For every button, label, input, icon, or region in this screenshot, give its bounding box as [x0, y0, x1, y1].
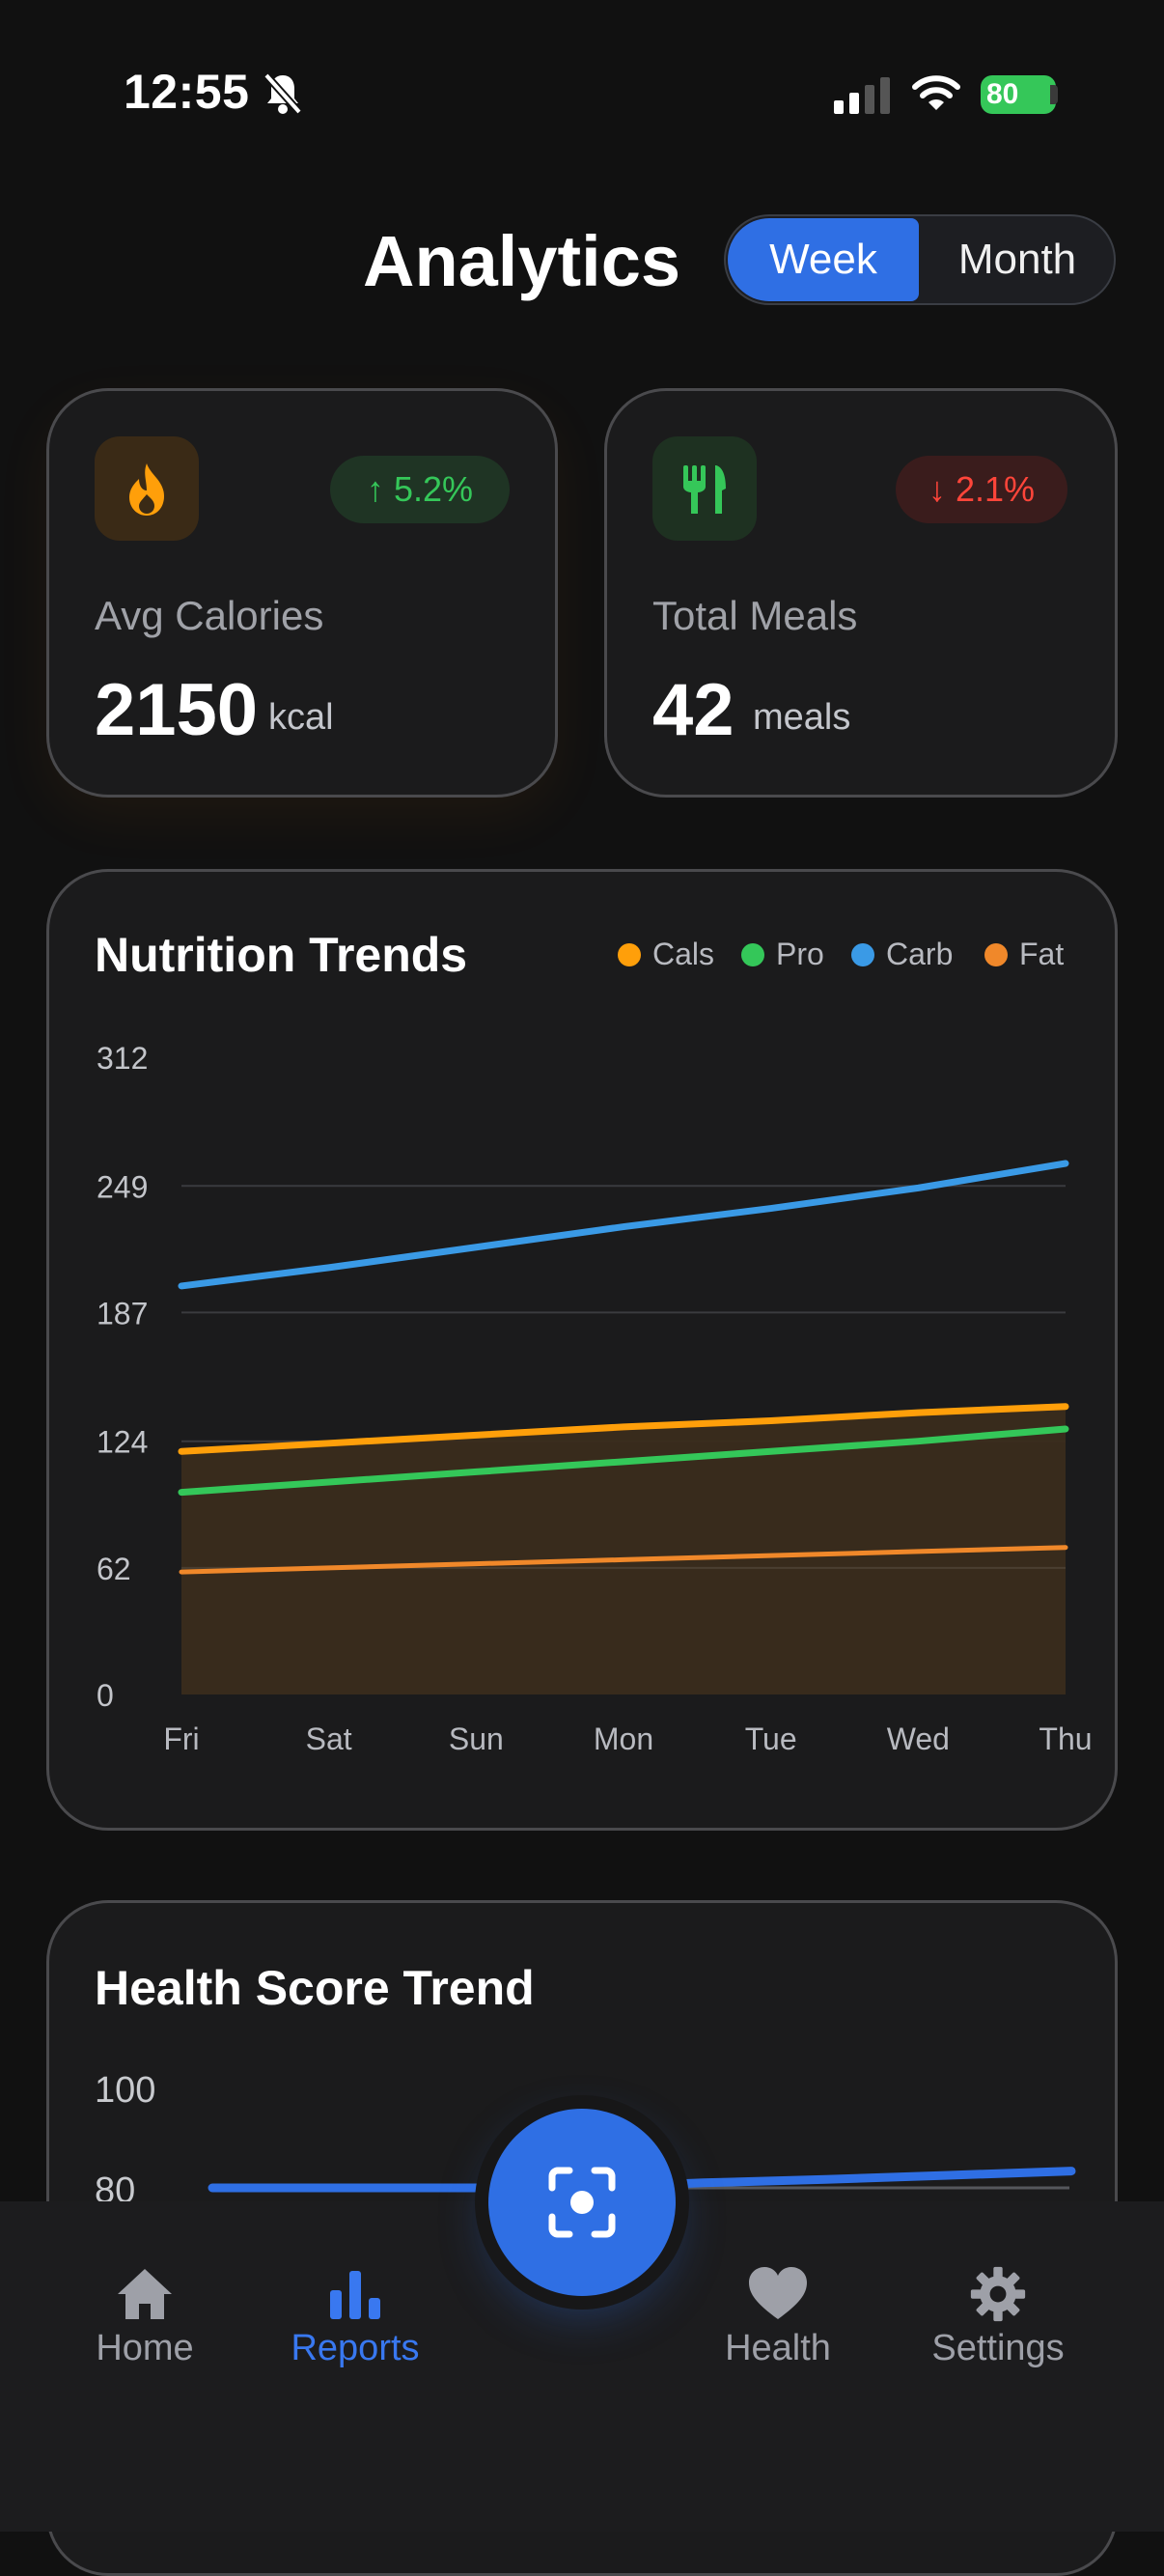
calories-trend-badge: ↑ 5.2%: [330, 456, 510, 523]
nav-settings[interactable]: Settings: [911, 2265, 1085, 2369]
avg-calories-unit: kcal: [268, 697, 334, 738]
nav-home[interactable]: Home: [68, 2265, 222, 2369]
series-line-carb: [178, 1160, 1069, 1290]
series-line-fat: [179, 1545, 1068, 1575]
health-tick-100: 100: [95, 2070, 156, 2111]
gear-icon: [970, 2266, 1026, 2322]
nav-health-label: Health: [725, 2328, 831, 2368]
series-line-pro: [178, 1425, 1069, 1497]
cell-signal-icon: [834, 77, 890, 114]
y-tick-label: 62: [97, 1552, 131, 1586]
nav-home-label: Home: [96, 2328, 194, 2368]
bar-chart-icon: [330, 2271, 380, 2319]
status-time: 12:55: [124, 65, 250, 119]
scan-icon: [548, 2167, 616, 2238]
wifi-icon: [912, 75, 960, 110]
utensils-icon: [683, 465, 726, 514]
segment-week[interactable]: Week: [728, 218, 919, 301]
x-tick-label: Wed: [887, 1722, 950, 1756]
arrow-down-icon: ↓: [928, 469, 956, 509]
battery-tip: [1050, 85, 1058, 104]
home-icon: [118, 2269, 172, 2319]
x-tick-label: Fri: [163, 1722, 199, 1756]
nav-reports[interactable]: Reports: [278, 2265, 432, 2369]
legend-carb: Carb: [851, 937, 953, 972]
total-meals-value: 42: [652, 669, 734, 751]
scan-button[interactable]: [488, 2109, 676, 2296]
x-tick-label: Sun: [449, 1722, 504, 1756]
calories-trend-value: 5.2%: [393, 469, 474, 509]
x-tick-label: Tue: [745, 1722, 797, 1756]
health-chart-title: Health Score Trend: [95, 1961, 535, 2015]
y-tick-label: 312: [97, 1041, 148, 1076]
x-tick-label: Mon: [594, 1722, 653, 1756]
legend-cals: Cals: [618, 937, 714, 972]
page-title: Analytics: [363, 221, 681, 301]
heart-icon: [749, 2267, 807, 2319]
period-segmented-control: Week Month: [724, 214, 1116, 305]
arrow-up-icon: ↑: [366, 469, 394, 509]
flame-icon-tile: [95, 436, 199, 541]
series-line-cals: [178, 1403, 1069, 1455]
nav-health[interactable]: Health: [701, 2265, 855, 2369]
avg-calories-label: Avg Calories: [95, 593, 324, 638]
y-tick-label: 249: [97, 1169, 148, 1204]
nav-settings-label: Settings: [931, 2328, 1065, 2368]
battery-level: 80: [981, 75, 1056, 114]
legend-pro: Pro: [741, 937, 824, 972]
bell-muted-icon: [263, 72, 302, 115]
total-meals-label: Total Meals: [652, 593, 858, 638]
x-tick-label: Sat: [306, 1722, 352, 1756]
y-tick-label: 0: [97, 1678, 114, 1713]
legend-fat: Fat: [984, 937, 1064, 972]
x-tick-label: Thu: [1039, 1722, 1092, 1756]
meals-trend-badge: ↓ 2.1%: [896, 456, 1067, 523]
y-tick-label: 124: [97, 1425, 148, 1460]
avg-calories-value: 2150: [95, 669, 259, 751]
segment-month[interactable]: Month: [957, 236, 1077, 283]
nutrition-chart-title: Nutrition Trends: [95, 928, 468, 982]
y-tick-label: 187: [97, 1296, 148, 1330]
meals-trend-value: 2.1%: [955, 469, 1036, 509]
nutrition-line-chart: 312 249 187 124 62 0 Fri Sat Sun Mon Tue Wed Thu: [97, 1041, 1093, 1756]
total-meals-unit: meals: [753, 697, 851, 738]
flame-icon: [129, 463, 164, 516]
utensils-icon-tile: [652, 436, 757, 541]
nav-reports-label: Reports: [291, 2328, 420, 2368]
